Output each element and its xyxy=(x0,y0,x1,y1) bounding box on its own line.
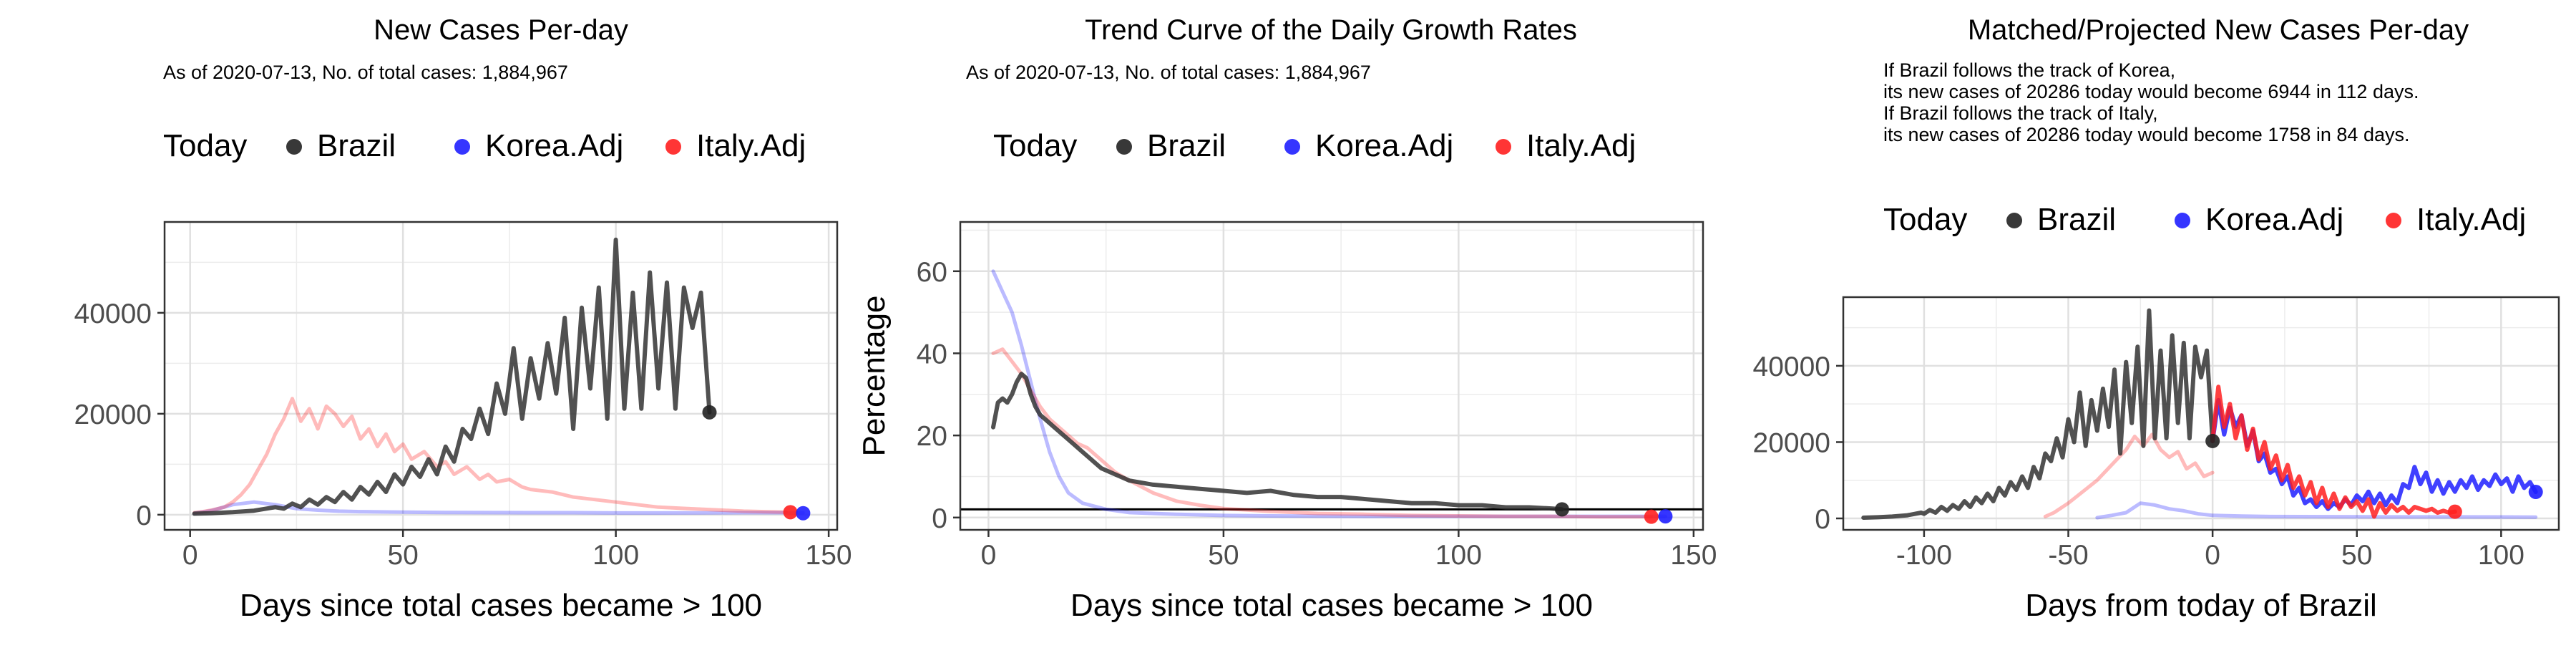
legend: Today Brazil Korea.Adj Italy.Adj xyxy=(163,128,806,163)
y-tick-label: 20000 xyxy=(1753,427,1830,458)
x-tick-label: 100 xyxy=(592,540,639,571)
projection-note: its new cases of 20286 today would becom… xyxy=(1883,81,2419,102)
projection-note: If Brazil follows the track of Korea, xyxy=(1883,59,2175,81)
plot-border xyxy=(1842,296,2560,531)
chart-title: New Cases Per-day xyxy=(374,14,628,46)
y-tick-label: 0 xyxy=(136,500,152,531)
series-line-0 xyxy=(991,269,1667,518)
legend-key-2 xyxy=(665,139,681,155)
y-axis-title: Percentage xyxy=(859,295,892,456)
x-tick-label: 0 xyxy=(182,540,198,571)
today-point-2 xyxy=(1658,509,1673,524)
y-tick-label: 20 xyxy=(917,421,947,452)
plot-background xyxy=(960,222,1703,530)
legend-key-2 xyxy=(1496,139,1511,155)
today-point-0 xyxy=(1554,502,1569,517)
legend-label: Italy.Adj xyxy=(2416,202,2526,237)
plot-border xyxy=(959,221,1704,531)
legend-key-2 xyxy=(2386,213,2401,228)
chart-title: Trend Curve of the Daily Growth Rates xyxy=(1085,14,1577,46)
y-tick-label: 40000 xyxy=(74,299,152,329)
series-line-0 xyxy=(2095,501,2538,520)
today-point-1 xyxy=(1644,509,1659,524)
plot-background xyxy=(165,222,837,530)
series-line-4 xyxy=(2210,385,2457,519)
y-tick-label: 40000 xyxy=(1753,352,1830,382)
grid xyxy=(165,222,837,530)
today-point-2 xyxy=(2528,485,2543,500)
x-tick-label: 0 xyxy=(981,540,997,571)
today-point-1 xyxy=(783,505,798,520)
legend-key-0 xyxy=(2006,213,2022,228)
x-tick-label: 50 xyxy=(2341,540,2372,571)
projection-note: its new cases of 20286 today would becom… xyxy=(1883,124,2409,145)
chart-new-cases: New Cases Per-day As of 2020-07-13, No. o… xyxy=(74,14,852,623)
legend-key-0 xyxy=(1116,139,1132,155)
series-line-2 xyxy=(1861,308,2215,520)
chart-growth-rates: Trend Curve of the Daily Growth Rates As … xyxy=(857,14,1717,623)
chart-title: Matched/Projected New Cases Per-day xyxy=(1968,14,2469,46)
series-group xyxy=(960,269,1703,524)
legend-label: Brazil xyxy=(2037,202,2116,237)
legend-title: Today xyxy=(993,128,1077,163)
legend-key-1 xyxy=(2175,213,2190,228)
panel-growth-rates: Trend Curve of the Daily Growth Rates As … xyxy=(857,0,1717,644)
legend-key-1 xyxy=(1284,139,1300,155)
series-group xyxy=(1861,308,2543,520)
x-axis-title: Days since total cases became > 100 xyxy=(240,588,762,623)
today-point-2 xyxy=(796,506,811,521)
legend: Today Brazil Korea.Adj Italy.Adj xyxy=(1883,202,2526,237)
legend-label: Korea.Adj xyxy=(485,128,623,163)
series-group xyxy=(192,237,811,521)
grid xyxy=(960,222,1703,530)
y-tick-label: 20000 xyxy=(74,400,152,430)
legend-label: Brazil xyxy=(1147,128,1226,163)
panel-projected-cases: Matched/Projected New Cases Per-day If Br… xyxy=(1717,0,2576,644)
series-line-2 xyxy=(192,237,712,516)
x-tick-label: 50 xyxy=(1208,540,1239,571)
x-axis-title: Days since total cases became > 100 xyxy=(1070,588,1593,623)
chart-subtitle: As of 2020-07-13, No. of total cases: 1,… xyxy=(966,62,1371,83)
series-line-2 xyxy=(991,372,1564,512)
legend-label: Italy.Adj xyxy=(696,128,806,163)
legend-key-1 xyxy=(454,139,470,155)
plot-background xyxy=(1843,297,2559,530)
x-tick-label: 50 xyxy=(387,540,418,571)
panel-new-cases: New Cases Per-day As of 2020-07-13, No. o… xyxy=(0,0,859,644)
today-point-0 xyxy=(702,405,717,420)
projection-note: If Brazil follows the track of Italy, xyxy=(1883,102,2158,124)
plot-border xyxy=(163,221,839,531)
y-tick-label: 60 xyxy=(917,257,947,288)
legend-label: Brazil xyxy=(317,128,396,163)
x-tick-label: 100 xyxy=(1435,540,1482,571)
series-line-1 xyxy=(192,397,789,515)
y-tick-label: 40 xyxy=(917,339,947,369)
today-point-0 xyxy=(2205,433,2220,448)
x-tick-label: 100 xyxy=(2478,540,2524,571)
y-tick-label: 0 xyxy=(1815,504,1830,535)
legend-label: Korea.Adj xyxy=(2205,202,2343,237)
legend: Today Brazil Korea.Adj Italy.Adj xyxy=(993,128,1636,163)
x-tick-label: 150 xyxy=(806,540,852,571)
x-tick-label: -100 xyxy=(1896,540,1952,571)
chart-subtitle: As of 2020-07-13, No. of total cases: 1,… xyxy=(163,62,568,83)
legend-label: Korea.Adj xyxy=(1315,128,1453,163)
x-axis-title: Days from today of Brazil xyxy=(2025,588,2377,623)
legend-title: Today xyxy=(163,128,247,163)
legend-label: Italy.Adj xyxy=(1526,128,1636,163)
legend-title: Today xyxy=(1883,202,1967,237)
y-tick-label: 0 xyxy=(932,503,947,534)
x-tick-label: 0 xyxy=(2205,540,2220,571)
chart-projected-cases: Matched/Projected New Cases Per-day If Br… xyxy=(1753,14,2560,623)
x-tick-label: 150 xyxy=(1670,540,1717,571)
x-tick-label: -50 xyxy=(2048,540,2088,571)
series-line-0 xyxy=(192,500,805,516)
legend-key-0 xyxy=(286,139,302,155)
today-point-1 xyxy=(2447,504,2462,519)
